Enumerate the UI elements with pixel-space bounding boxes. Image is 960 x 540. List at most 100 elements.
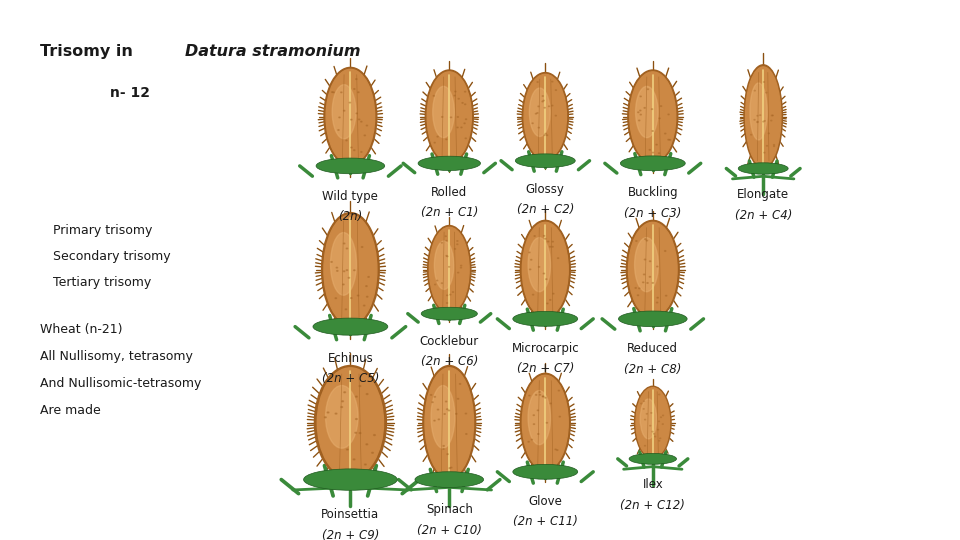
Circle shape — [437, 136, 438, 137]
Text: (2n + C1): (2n + C1) — [420, 206, 478, 219]
Circle shape — [550, 403, 551, 404]
Text: (2n + C11): (2n + C11) — [513, 515, 578, 528]
Ellipse shape — [529, 88, 550, 137]
Text: Wheat (n-21): Wheat (n-21) — [40, 323, 123, 336]
Circle shape — [350, 147, 352, 148]
Ellipse shape — [522, 222, 568, 317]
Ellipse shape — [526, 78, 568, 159]
Circle shape — [647, 89, 648, 90]
Ellipse shape — [428, 226, 471, 314]
Circle shape — [529, 395, 530, 396]
Circle shape — [553, 293, 554, 294]
Circle shape — [457, 244, 458, 245]
Circle shape — [353, 459, 355, 460]
Circle shape — [543, 235, 544, 236]
Circle shape — [668, 139, 669, 140]
Text: (2n + C9): (2n + C9) — [322, 529, 379, 540]
Circle shape — [652, 282, 654, 284]
Circle shape — [367, 394, 368, 395]
Circle shape — [347, 248, 348, 249]
Circle shape — [333, 92, 334, 93]
Circle shape — [555, 449, 556, 450]
Circle shape — [437, 280, 438, 281]
Circle shape — [344, 110, 345, 111]
Circle shape — [558, 258, 559, 259]
Ellipse shape — [520, 220, 570, 319]
Circle shape — [341, 407, 343, 408]
Text: (2n + C8): (2n + C8) — [624, 363, 682, 376]
Ellipse shape — [513, 312, 578, 326]
Ellipse shape — [427, 373, 476, 477]
Circle shape — [446, 255, 447, 256]
Text: (2n + C2): (2n + C2) — [516, 203, 574, 216]
Circle shape — [448, 410, 449, 411]
Ellipse shape — [328, 73, 376, 164]
Circle shape — [450, 117, 451, 118]
Circle shape — [342, 401, 344, 402]
Ellipse shape — [326, 69, 374, 164]
Circle shape — [657, 266, 658, 267]
Circle shape — [445, 236, 446, 237]
Circle shape — [532, 123, 533, 124]
Circle shape — [454, 95, 455, 96]
Text: Spinach: Spinach — [426, 503, 472, 516]
Circle shape — [652, 109, 653, 110]
Circle shape — [359, 433, 361, 434]
Text: Secondary trisomy: Secondary trisomy — [53, 250, 171, 263]
Circle shape — [445, 401, 446, 402]
Ellipse shape — [415, 472, 484, 488]
Circle shape — [364, 305, 365, 306]
Circle shape — [450, 294, 451, 295]
Text: Elongate: Elongate — [737, 188, 789, 201]
Text: (2n + C4): (2n + C4) — [734, 209, 792, 222]
Ellipse shape — [630, 72, 676, 161]
Circle shape — [640, 114, 641, 115]
Circle shape — [546, 135, 547, 136]
Circle shape — [546, 422, 547, 423]
Text: Tertiary trisomy: Tertiary trisomy — [53, 276, 151, 289]
Text: Ilex: Ilex — [642, 478, 663, 491]
Ellipse shape — [433, 86, 454, 138]
Ellipse shape — [431, 231, 471, 312]
Ellipse shape — [629, 454, 677, 464]
Text: (2n + C12): (2n + C12) — [620, 499, 685, 512]
Circle shape — [445, 139, 447, 140]
Ellipse shape — [627, 220, 680, 319]
Circle shape — [665, 295, 667, 296]
Ellipse shape — [628, 70, 678, 163]
Ellipse shape — [635, 238, 659, 292]
Ellipse shape — [524, 379, 570, 470]
Ellipse shape — [750, 83, 767, 140]
Circle shape — [544, 107, 545, 108]
Circle shape — [346, 140, 348, 141]
Ellipse shape — [324, 215, 377, 325]
Circle shape — [350, 119, 352, 120]
Ellipse shape — [636, 388, 669, 457]
Ellipse shape — [330, 233, 356, 295]
Text: n- 12: n- 12 — [110, 86, 151, 100]
Circle shape — [336, 267, 338, 268]
Text: Trisomy in: Trisomy in — [40, 44, 139, 59]
Circle shape — [659, 118, 660, 119]
Circle shape — [536, 113, 537, 114]
Ellipse shape — [427, 72, 471, 161]
Circle shape — [529, 252, 530, 253]
Ellipse shape — [513, 464, 578, 479]
Circle shape — [637, 112, 639, 113]
Ellipse shape — [303, 469, 397, 490]
Text: And Nullisomic-tetrasomy: And Nullisomic-tetrasomy — [40, 377, 202, 390]
Circle shape — [545, 133, 546, 134]
Circle shape — [552, 241, 553, 242]
Circle shape — [547, 303, 548, 304]
Text: Datura stramonium: Datura stramonium — [185, 44, 361, 59]
Ellipse shape — [326, 219, 379, 325]
Circle shape — [335, 413, 337, 414]
Circle shape — [357, 295, 359, 296]
Circle shape — [542, 101, 543, 102]
Circle shape — [656, 144, 658, 145]
Text: Buckling: Buckling — [628, 186, 678, 199]
Circle shape — [442, 283, 443, 284]
Text: Reduced: Reduced — [627, 342, 679, 355]
Circle shape — [649, 276, 651, 277]
Circle shape — [653, 152, 654, 153]
